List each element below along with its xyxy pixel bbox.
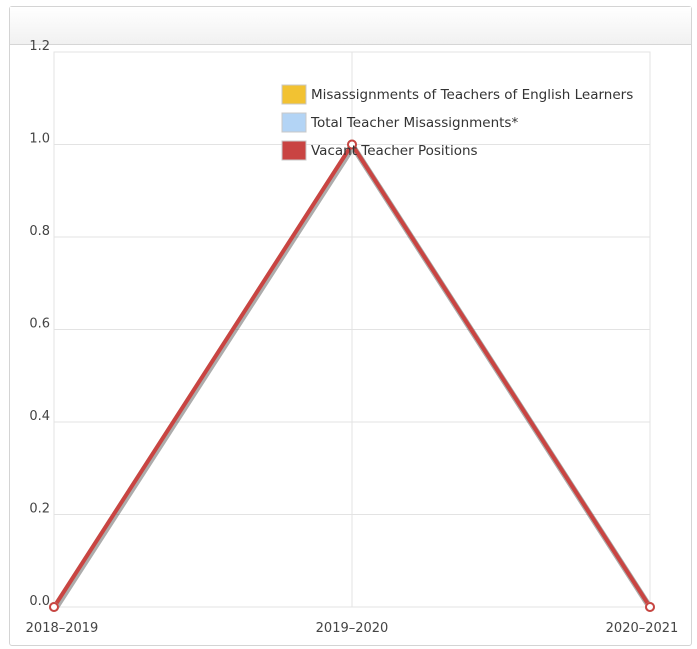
- y-tick-label: 0.4: [29, 409, 50, 424]
- x-axis-ticks: 2018–2019 2019–2020 2020–2021: [26, 621, 679, 636]
- y-tick-label: 1.0: [29, 132, 50, 147]
- series-line-shadow: [52, 143, 654, 611]
- y-tick-label: 0.0: [29, 594, 50, 609]
- legend-label: Vacant Teacher Positions: [311, 143, 478, 159]
- legend-swatch: [281, 84, 307, 105]
- legend-label: Total Teacher Misassignments*: [310, 115, 518, 131]
- legend-swatch: [281, 112, 307, 133]
- series-line-shadow: [52, 143, 654, 611]
- panel-header: [10, 7, 691, 45]
- y-tick-label: 0.6: [29, 317, 50, 332]
- x-tick-label: 2018–2019: [26, 621, 99, 636]
- data-point[interactable]: [347, 139, 357, 150]
- chart-panel: [9, 6, 692, 646]
- data-point[interactable]: [645, 602, 655, 612]
- y-tick-label: 0.2: [29, 502, 50, 517]
- series-line-shadow: [52, 143, 654, 611]
- y-tick-label: 1.2: [29, 39, 50, 54]
- x-tick-label: 2020–2021: [606, 621, 679, 636]
- legend-item[interactable]: Misassignments of Teachers of English Le…: [281, 84, 633, 105]
- y-tick-label: 0.8: [29, 224, 50, 239]
- series-points: [49, 139, 655, 612]
- legend-item[interactable]: Vacant Teacher Positions: [281, 140, 478, 161]
- y-axis-ticks: 0.0 0.2 0.4 0.6 0.8 1.0 1.2: [29, 39, 50, 609]
- legend-label: Misassignments of Teachers of English Le…: [311, 87, 633, 103]
- data-point[interactable]: [49, 602, 59, 612]
- grid: [53, 51, 651, 608]
- legend[interactable]: Misassignments of Teachers of English Le…: [281, 84, 633, 161]
- x-tick-label: 2019–2020: [316, 621, 389, 636]
- legend-item[interactable]: Total Teacher Misassignments*: [281, 112, 518, 133]
- legend-swatch: [281, 140, 307, 161]
